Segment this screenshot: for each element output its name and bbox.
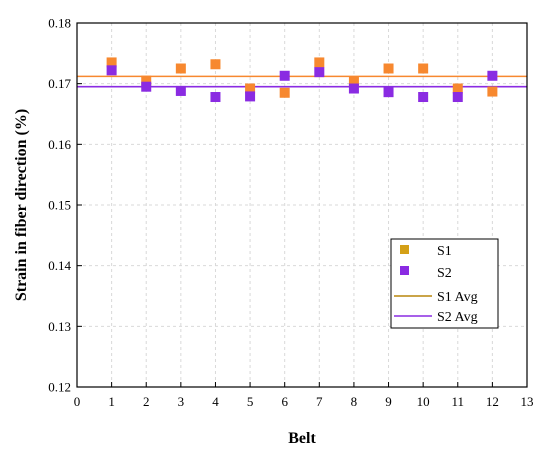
s1-point [106,57,117,68]
x-tick-label: 3 [178,394,185,409]
s1-point [418,63,429,74]
x-tick-label: 5 [247,394,254,409]
x-tick-label: 6 [281,394,288,409]
x-tick-label: 7 [316,394,323,409]
s2-point [418,92,429,103]
x-tick-label: 0 [74,394,81,409]
legend-s2-label: S2 [437,266,452,281]
s1-point [175,63,186,74]
average-lines [77,75,527,88]
legend-s2-avg-label: S2 Avg [437,310,478,325]
s1-point [383,63,394,74]
s1-point [452,83,463,94]
legend-s1-label: S1 [437,244,452,259]
y-tick-label: 0.15 [48,198,71,213]
s1-point [487,86,498,97]
s2-point [487,70,498,81]
s1-point [210,59,221,70]
s2-point [141,81,152,92]
s2-point [106,65,117,76]
s2-point [452,92,463,103]
x-axis-title: Belt [288,430,316,447]
legend-s1-marker [400,245,409,254]
x-tick-label: 2 [143,394,150,409]
y-tick-label: 0.13 [48,319,71,334]
x-tick-label: 11 [452,394,465,409]
x-tick-label: 4 [212,394,219,409]
x-tick-label: 1 [108,394,115,409]
x-tick-label: 13 [521,394,534,409]
y-tick-label: 0.14 [48,258,71,273]
s1-point [141,75,152,86]
legend-s2-marker [400,266,409,275]
s2-point [175,85,186,96]
y-tick-label: 0.12 [48,380,71,395]
y-axis-ticks: 0.12 0.13 0.14 0.15 0.16 0.17 0.18 [48,16,82,395]
s2-point [245,91,256,102]
data-points [106,57,498,103]
x-tick-label: 10 [417,394,430,409]
legend: S1 S2 S1 Avg S2 Avg [390,238,499,329]
s2-point [314,67,325,78]
y-tick-label: 0.17 [48,76,71,91]
x-tick-label: 12 [486,394,499,409]
s1-point [245,83,256,94]
s1-point [348,76,359,87]
x-axis-ticks: 0 1 2 3 4 5 6 7 8 9 10 11 12 13 [74,382,534,409]
y-tick-label: 0.18 [48,16,71,31]
x-tick-label: 8 [351,394,358,409]
y-tick-label: 0.16 [48,137,71,152]
x-tick-label: 9 [385,394,392,409]
s2-point [348,83,359,94]
s2-point [279,70,290,81]
legend-s1-avg-label: S1 Avg [437,290,478,305]
s1-point [314,57,325,68]
s2-point [210,92,221,103]
y-axis-title: Strain in fiber direction (%) [13,109,30,301]
s1-point [279,87,290,98]
s2-point [383,87,394,98]
